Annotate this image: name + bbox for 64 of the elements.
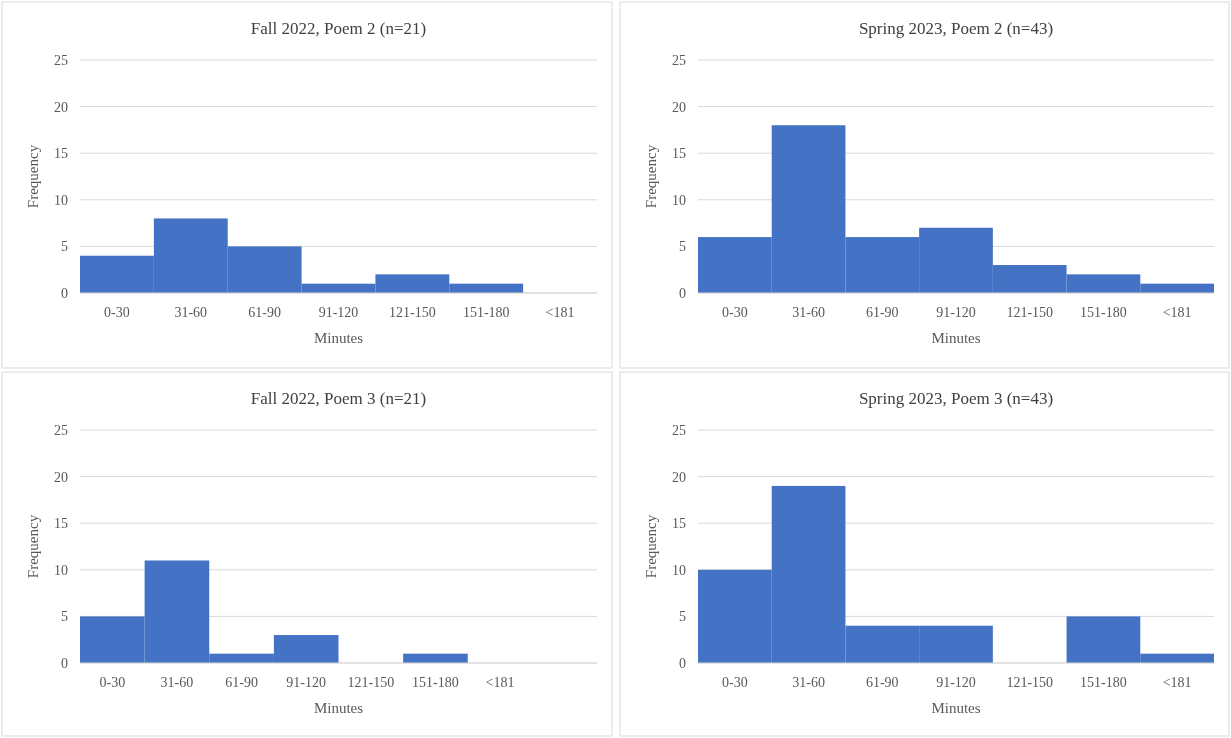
y-tick-label: 15 xyxy=(672,146,686,162)
y-tick-label: 20 xyxy=(672,469,686,485)
chart-title: Spring 2023, Poem 2 (n=43) xyxy=(858,19,1054,38)
x-tick-label: 151-180 xyxy=(462,305,510,320)
x-tick-label: <181 xyxy=(1162,305,1192,320)
y-tick-label: 15 xyxy=(54,146,68,162)
y-tick-label: 0 xyxy=(61,655,68,671)
x-tick-label: 0-30 xyxy=(722,305,748,320)
x-tick-label: 0-30 xyxy=(722,675,748,690)
y-axis-title: Frequency xyxy=(25,144,41,209)
x-tick-label: <181 xyxy=(485,675,515,690)
x-tick-label: 151-180 xyxy=(412,675,459,690)
x-tick-label: 61-90 xyxy=(248,305,281,320)
y-tick-label: 0 xyxy=(61,285,68,301)
y-tick-label: 20 xyxy=(54,99,68,115)
x-tick-label: 31-60 xyxy=(174,305,208,320)
x-tick-label: 91-120 xyxy=(936,675,976,690)
x-tick-label: 61-90 xyxy=(865,675,899,690)
x-tick-label: 31-60 xyxy=(792,675,825,690)
x-tick-label: 121-150 xyxy=(389,305,436,320)
y-tick-label: 10 xyxy=(672,192,686,208)
x-tick-label: 121-150 xyxy=(1006,675,1054,690)
y-axis-title: Frequency xyxy=(643,144,659,209)
x-tick-label: 91-120 xyxy=(936,305,976,320)
x-tick-label: 151-180 xyxy=(1080,305,1127,320)
x-axis-title: Minutes xyxy=(313,700,364,716)
y-tick-label: 5 xyxy=(61,239,68,255)
x-axis-title: Minutes xyxy=(931,700,981,716)
x-axis-title: Minutes xyxy=(313,330,364,346)
x-tick-label: 31-60 xyxy=(792,305,825,320)
y-tick-label: 15 xyxy=(54,516,68,532)
x-tick-label: 121-150 xyxy=(347,675,395,690)
x-tick-label: 61-90 xyxy=(225,675,258,690)
x-tick-label: 151-180 xyxy=(1080,675,1127,690)
y-tick-label: 0 xyxy=(679,655,686,671)
y-tick-label: 10 xyxy=(54,192,68,208)
y-tick-label: 25 xyxy=(54,52,68,68)
x-tick-label: 91-120 xyxy=(318,305,359,320)
chart-title: Fall 2022, Poem 2 (n=21) xyxy=(250,19,427,38)
x-tick-label: 0-30 xyxy=(104,305,130,320)
x-tick-label: 61-90 xyxy=(865,305,899,320)
x-tick-label: 121-150 xyxy=(1006,305,1054,320)
y-tick-label: 10 xyxy=(672,562,686,578)
x-axis-title: Minutes xyxy=(931,330,981,346)
y-axis-title: Frequency xyxy=(25,514,41,579)
y-tick-label: 5 xyxy=(679,609,686,625)
y-tick-label: 25 xyxy=(672,52,686,68)
x-tick-label: 0-30 xyxy=(99,675,126,690)
y-tick-label: 5 xyxy=(679,239,686,255)
y-tick-label: 0 xyxy=(679,285,686,301)
x-tick-label: 31-60 xyxy=(160,675,194,690)
y-tick-label: 20 xyxy=(54,469,68,485)
y-tick-label: 25 xyxy=(672,422,686,438)
y-tick-label: 10 xyxy=(54,562,68,578)
y-axis-title: Frequency xyxy=(643,514,659,579)
x-tick-label: <181 xyxy=(1162,675,1192,690)
y-tick-label: 15 xyxy=(672,516,686,532)
chart-title: Spring 2023, Poem 3 (n=43) xyxy=(858,389,1054,408)
x-tick-label: 91-120 xyxy=(286,675,327,690)
y-tick-label: 5 xyxy=(61,609,68,625)
chart-title: Fall 2022, Poem 3 (n=21) xyxy=(250,389,427,408)
y-tick-label: 25 xyxy=(54,422,68,438)
y-tick-label: 20 xyxy=(672,99,686,115)
x-tick-label: <181 xyxy=(545,305,575,320)
